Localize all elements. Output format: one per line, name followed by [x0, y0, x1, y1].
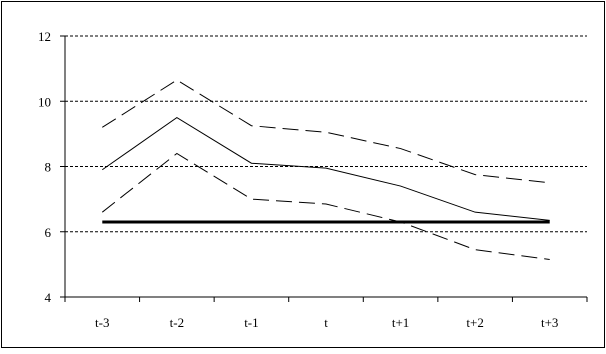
x-tick-label: t: [324, 315, 328, 330]
series-line-dashed: [101, 152, 550, 260]
y-tick-label: 12: [38, 29, 51, 44]
series-line-dashed: [102, 79, 550, 184]
y-tick-label: 10: [38, 94, 51, 109]
x-tick-label: t-3: [95, 315, 109, 330]
series-line-solid: [101, 116, 550, 221]
y-tick-label: 8: [45, 160, 52, 175]
x-tick-label: t+2: [466, 315, 483, 330]
y-tick-label: 4: [45, 290, 52, 305]
chart-frame: [1, 1, 605, 348]
y-tick-label: 6: [45, 225, 52, 240]
x-tick-label: t-2: [170, 315, 184, 330]
x-tick-label: t+3: [541, 315, 558, 330]
x-tick-label: t+1: [392, 315, 409, 330]
x-tick-label: t-1: [244, 315, 258, 330]
